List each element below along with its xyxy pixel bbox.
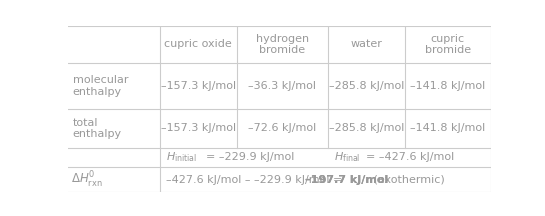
Text: –72.6 kJ/mol: –72.6 kJ/mol xyxy=(249,123,317,133)
Text: (exothermic): (exothermic) xyxy=(370,175,444,184)
Text: molecular
enthalpy: molecular enthalpy xyxy=(73,75,128,97)
Text: –141.8 kJ/mol: –141.8 kJ/mol xyxy=(410,81,486,91)
Text: = –427.6 kJ/mol: = –427.6 kJ/mol xyxy=(366,152,455,162)
Text: –197.7 kJ/mol: –197.7 kJ/mol xyxy=(305,175,389,184)
Text: –285.8 kJ/mol: –285.8 kJ/mol xyxy=(329,123,404,133)
Text: –157.3 kJ/mol: –157.3 kJ/mol xyxy=(161,123,236,133)
Text: hydrogen
bromide: hydrogen bromide xyxy=(256,34,309,55)
Text: $H_{\mathrm{final}}$: $H_{\mathrm{final}}$ xyxy=(334,150,360,164)
Text: total
enthalpy: total enthalpy xyxy=(73,118,122,139)
Text: –157.3 kJ/mol: –157.3 kJ/mol xyxy=(161,81,236,91)
Text: cupric
bromide: cupric bromide xyxy=(425,34,471,55)
Text: = –229.9 kJ/mol: = –229.9 kJ/mol xyxy=(206,152,294,162)
Text: cupric oxide: cupric oxide xyxy=(165,39,232,49)
Text: water: water xyxy=(350,39,383,49)
Text: $\Delta H^0_{\mathrm{rxn}}$: $\Delta H^0_{\mathrm{rxn}}$ xyxy=(71,170,103,190)
Text: –36.3 kJ/mol: –36.3 kJ/mol xyxy=(249,81,317,91)
Text: –427.6 kJ/mol – –229.9 kJ/mol =: –427.6 kJ/mol – –229.9 kJ/mol = xyxy=(166,175,346,184)
Text: –285.8 kJ/mol: –285.8 kJ/mol xyxy=(329,81,404,91)
Text: $H_{\mathrm{initial}}$: $H_{\mathrm{initial}}$ xyxy=(166,150,197,164)
Text: –197.7 kJ/mol: –197.7 kJ/mol xyxy=(305,175,389,184)
Text: –141.8 kJ/mol: –141.8 kJ/mol xyxy=(410,123,486,133)
